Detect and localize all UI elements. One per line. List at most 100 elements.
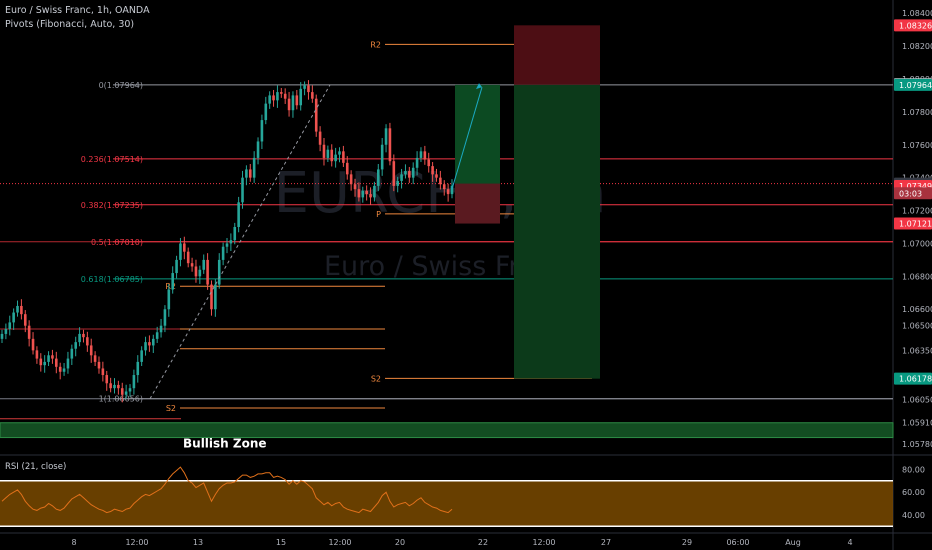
candle xyxy=(287,98,291,111)
candle xyxy=(276,92,279,101)
candle xyxy=(12,312,15,323)
candle xyxy=(256,141,260,158)
candle xyxy=(396,180,399,186)
candle xyxy=(408,171,411,178)
price-badge xyxy=(894,78,932,91)
candle xyxy=(307,85,310,93)
candle xyxy=(23,314,27,326)
candle xyxy=(151,338,155,346)
candle xyxy=(202,259,206,270)
fib-label: 0.236(1.07514) xyxy=(81,155,143,164)
rsi-tick: 40.00 xyxy=(902,511,925,520)
price-tick: 1.06800 xyxy=(902,272,932,281)
candle xyxy=(291,95,295,111)
time-tick: Aug xyxy=(785,538,801,547)
candle xyxy=(342,151,345,163)
candle xyxy=(210,284,213,310)
candle xyxy=(237,202,240,227)
candle xyxy=(388,128,392,162)
candle xyxy=(376,169,380,186)
candle xyxy=(198,269,202,277)
candle xyxy=(221,246,225,260)
candle xyxy=(411,167,415,178)
time-tick: 15 xyxy=(276,538,286,547)
candle xyxy=(299,88,303,106)
candle xyxy=(179,243,182,260)
candle xyxy=(280,92,283,94)
candle xyxy=(206,259,209,285)
candle xyxy=(105,375,109,384)
rsi-title: RSI (21, close) xyxy=(5,462,66,472)
time-tick: 13 xyxy=(193,538,203,547)
candle xyxy=(113,384,116,389)
candle xyxy=(423,151,427,160)
projection-arrowhead xyxy=(476,83,482,90)
candle xyxy=(435,174,438,178)
price-tick: 1.07800 xyxy=(902,108,932,117)
candle xyxy=(20,305,23,315)
candle xyxy=(124,391,128,395)
time-tick: 22 xyxy=(478,538,488,547)
candle xyxy=(58,366,62,372)
candle xyxy=(439,177,442,185)
candle xyxy=(155,332,159,339)
candle xyxy=(365,190,368,195)
fib-label: 0.618(1.06785) xyxy=(81,275,143,284)
candle xyxy=(35,350,39,359)
candle xyxy=(318,131,322,145)
price-badge xyxy=(894,19,932,32)
candle xyxy=(86,337,89,346)
candle xyxy=(89,345,93,356)
price-badge-label: 1.06178 xyxy=(899,375,932,384)
candle xyxy=(39,358,43,366)
candle xyxy=(427,159,431,167)
candle xyxy=(283,93,287,99)
candle xyxy=(392,161,396,186)
candle xyxy=(404,171,407,175)
rsi-tick: 80.00 xyxy=(902,465,925,474)
candle xyxy=(260,120,264,142)
candle xyxy=(93,355,97,362)
candle xyxy=(241,177,244,203)
candle xyxy=(4,328,8,334)
candle xyxy=(349,174,353,185)
candle xyxy=(225,243,229,247)
zone-label: Bullish Zone xyxy=(183,437,267,451)
candle xyxy=(446,189,450,195)
price-tick: 1.07000 xyxy=(902,239,932,248)
candle xyxy=(70,348,74,359)
candle xyxy=(272,95,275,101)
time-tick: 06:00 xyxy=(726,538,749,547)
stop-loss-zone xyxy=(514,25,600,85)
fib-label: 0(1.07964) xyxy=(99,81,143,90)
candle xyxy=(303,85,306,89)
candle xyxy=(380,144,384,170)
candle xyxy=(78,333,81,343)
pivot-label: S2 xyxy=(166,404,176,413)
candle xyxy=(27,325,31,339)
candle xyxy=(140,350,143,362)
rsi-band xyxy=(0,480,893,527)
price-tick: 1.07200 xyxy=(902,207,932,216)
long-stop-zone xyxy=(455,183,500,224)
time-tick: 4 xyxy=(847,538,852,547)
price-tick: 1.08400 xyxy=(902,9,932,18)
candle xyxy=(136,361,140,376)
pivot-label: R2 xyxy=(370,40,381,49)
candle xyxy=(217,259,221,285)
take-profit-zone xyxy=(514,84,600,379)
candle xyxy=(120,388,124,395)
pivot-label: R2 xyxy=(165,282,176,291)
candle xyxy=(163,309,167,326)
candle xyxy=(357,189,361,198)
projection-arrow xyxy=(451,87,483,190)
candle xyxy=(167,289,171,310)
price-badge xyxy=(894,217,932,230)
candle xyxy=(117,384,120,389)
price-badge xyxy=(894,187,932,200)
indicator-legend: Pivots (Fibonacci, Auto, 30) xyxy=(5,19,135,30)
bullish-zone xyxy=(0,422,894,439)
candle xyxy=(190,263,194,267)
candle xyxy=(74,342,78,349)
